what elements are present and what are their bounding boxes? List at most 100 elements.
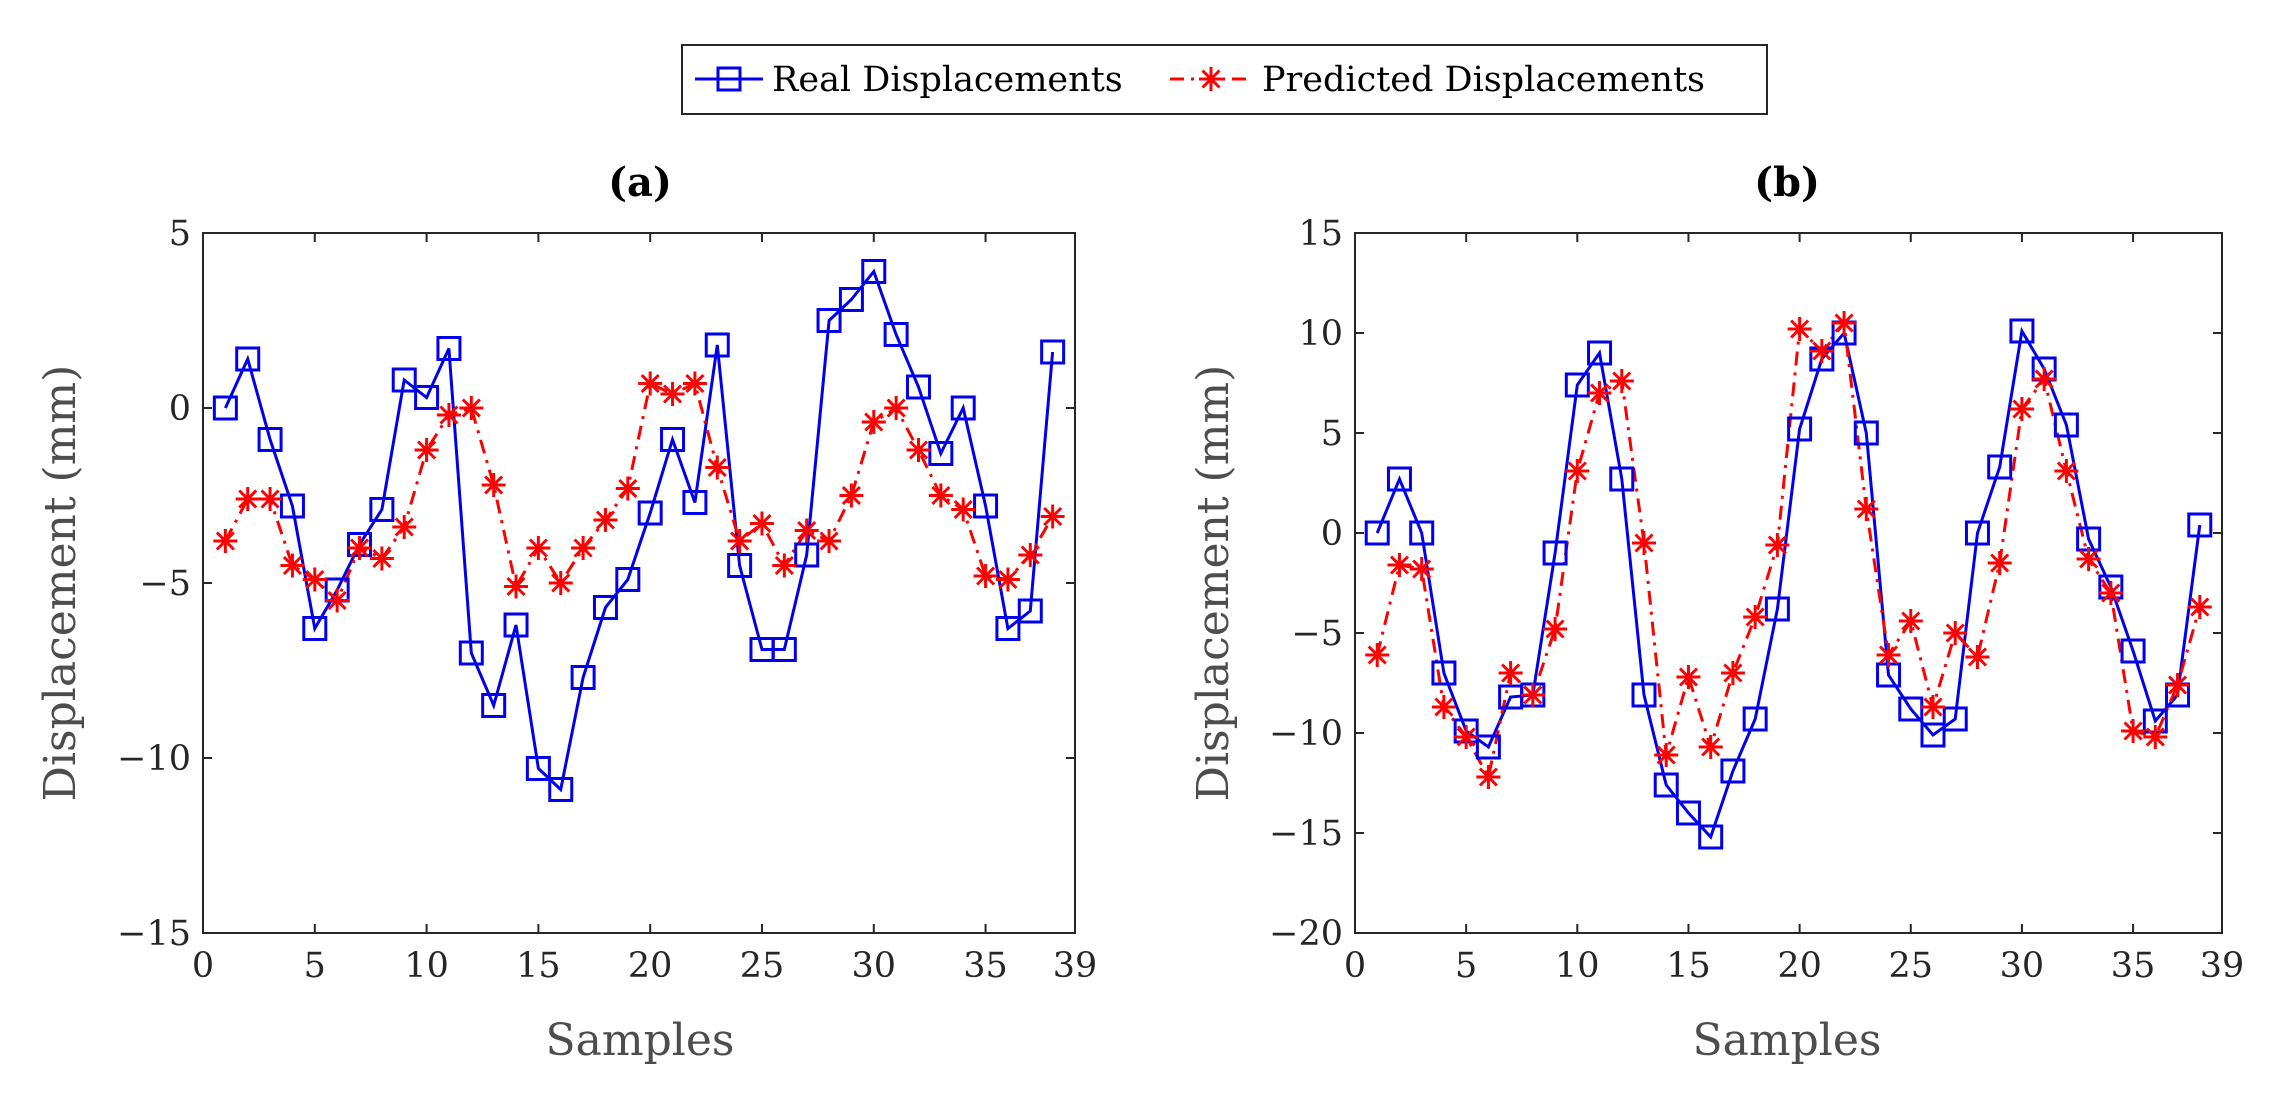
legend-pred-label: Predicted Displacements: [1262, 60, 1705, 100]
panel-b-real-series-line: [1375, 326, 2202, 840]
panel-b-predicted-point: [1654, 743, 1679, 767]
panel-b-predicted-point: [2098, 581, 2123, 605]
panel-b-xtick-label: 5: [1455, 946, 1477, 986]
panel-a-predicted-point: [481, 473, 506, 497]
panel-a-real-point: [1040, 339, 1066, 365]
panel-b: (b) 0 5 10 15 20 25 30 35 39 −20 −15 −10 −5 0 5 10 15 S…: [1188, 159, 2244, 1066]
panel-b-real-point: [1364, 520, 1390, 546]
legend-real-label: Real Displacements: [772, 60, 1123, 100]
panel-b-real-point: [2120, 638, 2146, 664]
panel-a-predicted-point: [258, 487, 283, 511]
panel-b-title: (b): [1754, 159, 1820, 206]
panel-b-predicted-point: [1609, 369, 1634, 393]
panel-a-predicted-point: [593, 508, 618, 532]
panel-a-real-point: [794, 542, 820, 568]
panel-b-real-point: [2053, 412, 2079, 438]
panel-a-predicted-point: [884, 396, 909, 420]
panel-b-ylabel: Displacement (mm): [1188, 365, 1239, 802]
panel-b-xtick-label: 20: [1777, 946, 1822, 986]
panel-b-plot-area: [1354, 232, 2223, 934]
panel-b-real-point: [1587, 340, 1613, 366]
panel-b-xtick-label: 15: [1666, 946, 1711, 986]
panel-a-real-point: [727, 553, 753, 578]
panel-b-predicted-point: [2054, 459, 2079, 483]
panel-a-real-point: [212, 395, 238, 421]
panel-b-predicted-point: [1387, 553, 1412, 577]
panel-a-predicted-point: [973, 564, 998, 588]
panel-b-predicted-point: [1698, 735, 1723, 759]
panel-b-real-point: [1431, 660, 1457, 686]
legend-pred-entry: Predicted Displacements: [1170, 60, 1705, 100]
panel-a-real-point: [1017, 598, 1043, 624]
panel-b-predicted-point: [1632, 531, 1656, 555]
panel-a-xtick-labels: 0 5 10 15 20 25 30 35 39: [192, 946, 1097, 986]
panel-b-real-point: [1898, 696, 1924, 722]
panel-a-xtick-label: 25: [740, 946, 785, 986]
panel-b-predicted-point: [1743, 605, 1768, 629]
panel-b-predicted-point: [2009, 397, 2034, 421]
panel-b-real-point: [2009, 318, 2035, 344]
panel-b-xtick-label: 35: [2111, 946, 2156, 986]
panel-a-predicted-point: [615, 476, 640, 501]
panel-b-ytick-label: −5: [1291, 614, 1343, 654]
panel-b-predicted-point: [1498, 661, 1523, 685]
panel-a-real-point: [414, 385, 440, 410]
panel-a-series-markers: [212, 259, 1066, 802]
panel-a-predicted-point: [369, 546, 394, 571]
panel-b-predicted-point: [1854, 497, 1879, 521]
panel-b-predicted-point: [2032, 367, 2057, 391]
legend-pred-marker: [1199, 67, 1223, 91]
panel-b-predicted-point: [1587, 381, 1612, 405]
panel-b-real-point: [1720, 758, 1746, 784]
panel-a-predicted-point: [280, 553, 305, 578]
panel-a-predicted-point: [235, 487, 260, 511]
panel-a-predicted-point: [638, 371, 663, 396]
panel-a-predicted-point: [928, 483, 953, 508]
panel-b-predicted-point: [1543, 617, 1568, 641]
panel-b-real-point: [1920, 722, 1946, 748]
panel-b-real-point: [1609, 466, 1635, 492]
panel-a-predicted-point: [995, 567, 1020, 592]
panel-a-real-point: [436, 336, 462, 361]
panel-a-real-point: [950, 395, 976, 421]
panel-a-predicted-point: [749, 511, 774, 536]
panel-b-real-point: [1853, 420, 1879, 446]
panel-a-real-point: [548, 777, 574, 802]
panel-b-predicted-point: [1720, 661, 1745, 685]
panel-b-real-point: [1764, 596, 1790, 622]
legend-real-marker: [716, 66, 742, 92]
panel-a-real-point: [481, 693, 507, 718]
panel-b-ytick-label: −10: [1269, 714, 1343, 754]
panel-b-predicted-point: [2187, 595, 2212, 619]
panel-a-real-series-line: [224, 268, 1055, 793]
panel-b-real-point: [1475, 734, 1501, 760]
panel-a-real-point: [838, 287, 864, 312]
panel-b-ytick-label: 15: [1298, 214, 1343, 254]
panel-a-ytick-label: −15: [117, 914, 191, 954]
panel-a-ytick-label: 0: [169, 389, 191, 429]
panel-a-ytick-label: 5: [169, 214, 191, 254]
legend-real-entry: Real Displacements: [695, 60, 1123, 100]
panel-a-predicted-point: [951, 497, 976, 522]
panel-a-xtick-label: 30: [851, 946, 896, 986]
panel-b-predicted-point: [1898, 609, 1923, 633]
panel-a-real-point: [235, 346, 261, 372]
panel-b-predicted-point: [1676, 665, 1701, 689]
panel-a-predicted-point: [302, 567, 327, 592]
panel-a-predicted-point: [817, 529, 842, 553]
panel-a-predicted-point: [839, 483, 864, 508]
panel-b-real-point: [1987, 454, 2013, 480]
panel-a-predicted-point: [347, 536, 372, 560]
panel-a-ylabel: Displacement (mm): [35, 365, 86, 802]
panel-a-predicted-point: [1040, 504, 1065, 529]
panel-b-real-point: [1742, 706, 1768, 732]
panel-b-xtick-label: 25: [1888, 946, 1933, 986]
panel-a-real-point: [570, 665, 596, 690]
panel-a-xtick-label: 10: [404, 946, 449, 986]
panel-a-predicted-point: [705, 455, 730, 480]
panel-b-predicted-point: [1832, 311, 1857, 335]
panel-b-real-point: [1942, 706, 1968, 732]
panel-b-real-point: [1653, 772, 1679, 798]
panel-a-predicted-point: [772, 553, 797, 578]
panel-a: (a) 0 5 10 15 20 25 30 35 39 −15−10−505 Samples …: [35, 159, 1097, 1066]
